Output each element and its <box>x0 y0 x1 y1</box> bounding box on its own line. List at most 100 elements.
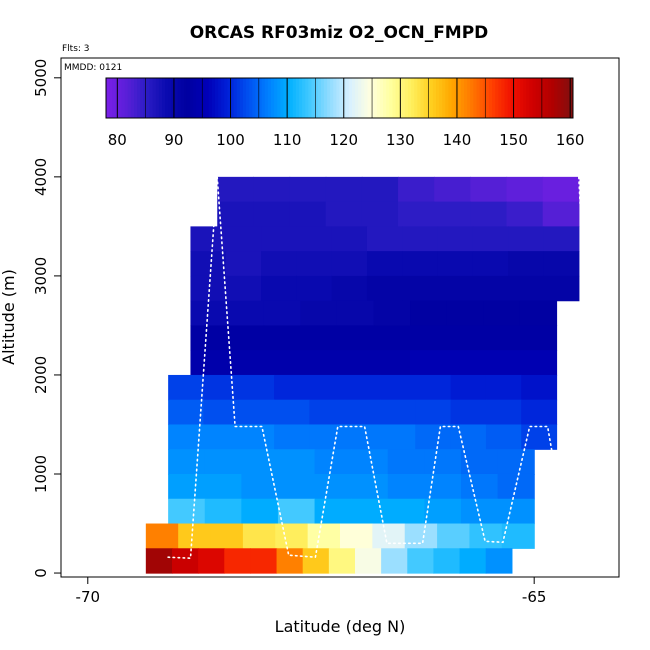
heatmap-cell <box>373 300 411 327</box>
heatmap-cell <box>483 325 521 351</box>
heatmap-cell <box>336 325 375 351</box>
colorbar-swatch <box>432 78 437 118</box>
heatmap-cell <box>203 374 240 401</box>
heatmap-cell <box>275 523 309 549</box>
heatmap-cell <box>519 350 558 376</box>
heatmap-cell <box>379 374 416 401</box>
colorbar-swatch <box>140 78 144 118</box>
colorbar-swatch <box>320 78 325 118</box>
colorbar-swatch <box>289 78 294 118</box>
colorbar-swatch <box>295 78 300 118</box>
colorbar-swatch <box>383 78 387 118</box>
heatmap-cell <box>446 350 484 376</box>
colorbar-swatch <box>143 78 147 118</box>
heatmap-cell <box>521 399 558 426</box>
heatmap-cell <box>410 350 448 376</box>
colorbar-swatch <box>109 78 113 118</box>
heatmap-cell <box>277 498 316 525</box>
colorbar-tick-label: 90 <box>164 131 183 149</box>
colorbar-swatch <box>551 78 555 118</box>
colorbar-swatch <box>292 78 297 118</box>
colorbar-swatch <box>392 78 397 118</box>
heatmap-cell <box>354 548 382 574</box>
colorbar-swatch <box>535 78 540 118</box>
heatmap-cell <box>204 473 242 500</box>
colorbar-swatch <box>155 78 160 118</box>
colorbar-swatch <box>239 78 244 118</box>
heatmap-cell <box>543 251 580 277</box>
colorbar-swatch <box>548 78 552 118</box>
heatmap-cells <box>145 176 580 574</box>
heatmap-cell <box>296 251 333 277</box>
colorbar-swatch <box>252 78 256 118</box>
heatmap-cell <box>242 523 276 549</box>
colorbar-swatch <box>149 78 154 118</box>
colorbar-swatch <box>286 78 291 118</box>
heatmap-cell <box>210 523 244 549</box>
colorbar-swatch <box>370 78 375 118</box>
colorbar-swatch <box>305 78 309 118</box>
heatmap-cell <box>485 548 513 574</box>
heatmap-cell <box>238 424 275 450</box>
colorbar-swatch <box>460 78 465 118</box>
colorbar-swatch <box>342 78 347 118</box>
heatmap-cell <box>472 226 509 252</box>
heatmap-cell <box>398 201 435 227</box>
heatmap-cell <box>331 251 368 277</box>
chart-title: ORCAS RF03miz O2_OCN_FMPD <box>190 23 489 43</box>
colorbar-swatch <box>401 78 406 118</box>
heatmap-cell <box>204 449 242 475</box>
heatmap-cell <box>521 374 558 401</box>
colorbar-swatch <box>258 78 263 118</box>
colorbar-swatch <box>373 78 378 118</box>
heatmap-cell <box>446 325 484 351</box>
heatmap-cell <box>307 523 341 549</box>
heatmap-cell <box>325 201 363 227</box>
colorbar-swatch <box>271 78 275 118</box>
colorbar-swatch <box>544 78 549 118</box>
colorbar-swatch <box>246 78 250 118</box>
y-tick-label: 3000 <box>32 257 50 295</box>
colorbar-swatch <box>420 78 425 118</box>
date-annotation: MMDD: 0121 <box>64 63 122 73</box>
heatmap-cell <box>472 251 509 277</box>
heatmap-cell <box>542 201 580 227</box>
heatmap-cell <box>263 300 301 327</box>
heatmap-cell <box>190 300 228 327</box>
colorbar-swatch <box>227 78 232 118</box>
colorbar-swatch <box>130 78 135 118</box>
flights-annotation: Flts: 3 <box>62 44 90 54</box>
heatmap-cell <box>217 201 254 227</box>
y-tick-label: 1000 <box>32 455 50 493</box>
heatmap-cell <box>241 498 279 525</box>
heatmap-cell <box>276 548 304 574</box>
heatmap-cell <box>225 251 262 277</box>
heatmap-cell <box>217 176 254 203</box>
colorbar-swatch <box>208 78 213 118</box>
heatmap-cell <box>472 275 509 302</box>
heatmap-cell <box>404 523 438 549</box>
plot-frame <box>60 57 620 578</box>
heatmap-cell <box>415 399 452 426</box>
colorbar-tick-label: 150 <box>499 131 528 149</box>
heatmap-cell <box>340 523 373 549</box>
colorbar-swatch <box>299 78 303 118</box>
heatmap-cell <box>361 176 399 203</box>
heatmap-cell <box>398 176 435 203</box>
heatmap-cell <box>241 473 279 500</box>
heatmap-cell <box>336 300 375 327</box>
heatmap-cell <box>289 176 327 203</box>
colorbar-swatch <box>199 78 204 118</box>
heatmap-cell <box>344 424 381 450</box>
colorbar-swatch <box>317 78 322 118</box>
heatmap-cell <box>203 424 240 450</box>
colorbar-swatch <box>557 78 562 118</box>
heatmap-cell <box>521 424 558 450</box>
heatmap-cell <box>497 473 535 500</box>
colorbar-swatch <box>168 78 172 118</box>
colorbar-swatch <box>211 78 216 118</box>
heatmap-cell <box>372 523 406 549</box>
heatmap-cell <box>224 548 251 574</box>
heatmap-cell <box>410 300 448 327</box>
